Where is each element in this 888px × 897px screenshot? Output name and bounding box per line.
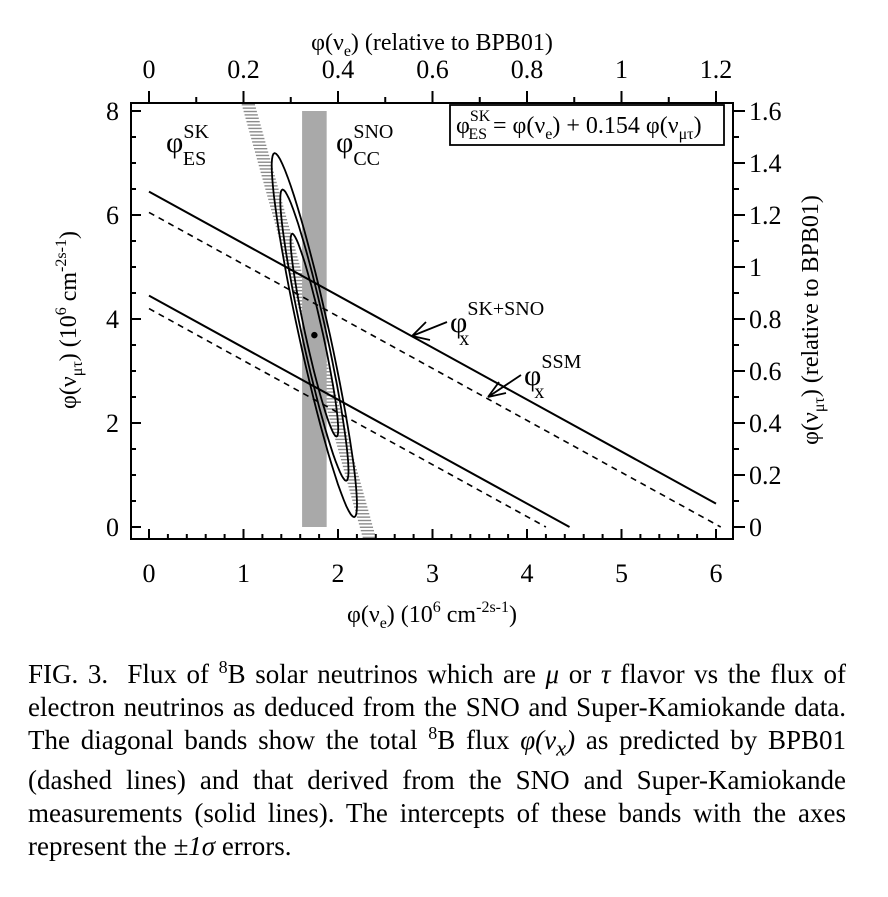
caption-math: x	[556, 735, 567, 761]
caption-math: )	[566, 725, 576, 755]
flux-lines	[148, 190, 722, 528]
tick-labels: 0 1 2 3 4 5 60 0.2 0.4 0.6 0.8 1 1.20246800.20.40.60…	[106, 55, 782, 588]
right-tick-label: 1.6	[749, 97, 782, 126]
line-sk_sno_upper	[148, 190, 717, 505]
caption-text: errors.	[221, 831, 292, 862]
formula-box	[449, 104, 725, 146]
bottom-tick-label: 3	[426, 559, 439, 588]
bottom-tick-label: 1	[237, 559, 250, 588]
top-axis-title: φ(νe) (relative to BPB01)	[311, 30, 553, 60]
line-ssm_upper	[148, 211, 722, 528]
best-fit-point	[311, 331, 318, 339]
left-axis-ticks	[131, 110, 141, 528]
caption-math: τ	[600, 659, 611, 689]
caption-math: φ(ν	[520, 725, 557, 755]
caption-text: flavor vs the flux of electron neutrinos…	[28, 659, 846, 755]
formula: φSK ES = φ(νe) + 0.154 φ(νμτ)	[456, 108, 702, 143]
right-axis-ticks	[733, 110, 745, 528]
ssm-label: φSSM x	[524, 351, 582, 403]
figure-caption: FIG. 3. Flux of 8B solar neutrinos which…	[28, 658, 846, 863]
flux-chart: 0 1 2 3 4 5 60 0.2 0.4 0.6 0.8 1 1.20246800.20.40.60…	[53, 30, 828, 632]
left-tick-label: 2	[106, 409, 119, 438]
caption-fig: FIG. 3.	[28, 659, 109, 689]
caption-sup: 8	[218, 657, 228, 677]
bottom-tick-label: 0	[143, 559, 156, 588]
contour-3	[289, 232, 340, 438]
top-tick-label: 0.8	[511, 55, 544, 84]
contour-2	[279, 188, 350, 482]
confidence-contours	[270, 152, 358, 519]
left-tick-label: 0	[106, 513, 119, 542]
line-sk_sno_lower	[148, 294, 571, 528]
top-tick-label: 0	[143, 55, 156, 84]
caption-text: as predicted by BPB01 (dashed lines) and…	[28, 725, 847, 862]
right-tick-label: 1	[749, 253, 762, 282]
bottom-tick-label: 5	[615, 559, 628, 588]
top-tick-label: 0.6	[416, 55, 449, 84]
caption-text: B solar neutrinos which are	[227, 659, 536, 689]
bottom-tick-label: 6	[710, 559, 723, 588]
bottom-tick-label: 4	[521, 559, 534, 588]
caption-sup: 8	[428, 723, 438, 743]
top-tick-label: 0.2	[227, 55, 260, 84]
right-tick-label: 1.2	[749, 201, 782, 230]
left-tick-label: 6	[106, 201, 119, 230]
left-axis-title: φ(νμτ) (106 cm-2s-1)	[53, 231, 86, 409]
annotation-arrows	[411, 321, 522, 398]
left-tick-label: 8	[106, 97, 119, 126]
top-tick-label: 1	[615, 55, 628, 84]
bottom-axis-ticks	[148, 529, 717, 539]
sk-label: φSK ES	[166, 121, 209, 170]
caption-text: or	[568, 659, 592, 689]
line-ssm_lower	[148, 307, 547, 528]
top-tick-label: 1.2	[700, 55, 733, 84]
left-tick-label: 4	[106, 305, 119, 334]
contour-1	[270, 152, 358, 519]
plot-frame	[130, 102, 734, 540]
caption-math: ±1σ	[173, 831, 216, 862]
right-axis-title: φ(νμτ) (relative to BPB01)	[798, 195, 828, 445]
bottom-tick-label: 2	[332, 559, 345, 588]
top-tick-label: 0.4	[322, 55, 355, 84]
right-tick-label: 1.4	[749, 149, 782, 178]
caption-text: Flux of	[127, 659, 209, 689]
right-tick-label: 0.4	[749, 409, 782, 438]
right-tick-label: 0	[749, 513, 762, 542]
right-tick-label: 0.2	[749, 461, 782, 490]
right-tick-label: 0.8	[749, 305, 782, 334]
caption-text: B flux	[437, 725, 510, 755]
bottom-axis-title: φ(νe) (106 cm-2s-1)	[347, 599, 517, 632]
caption-math: μ	[545, 659, 560, 689]
sksno-label: φSK+SNO x	[450, 298, 544, 350]
sno-label: φSNO CC	[336, 121, 393, 170]
right-tick-label: 0.6	[749, 357, 782, 386]
top-axis-ticks	[148, 91, 717, 103]
